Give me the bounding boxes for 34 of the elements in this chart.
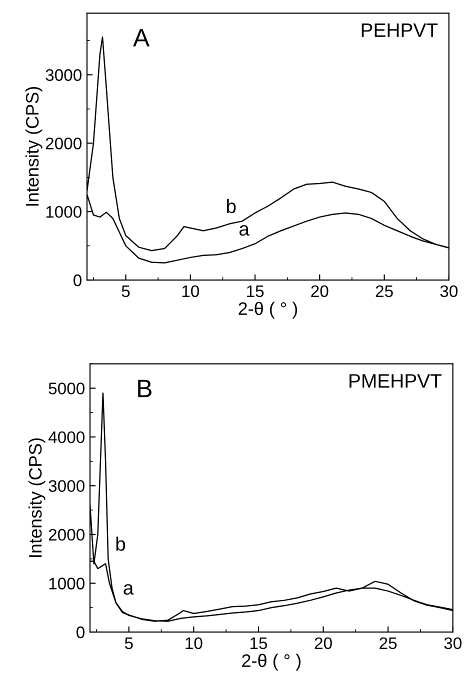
y-tick-label: 1000 (46, 206, 82, 218)
y-tick-label: 4000 (48, 431, 85, 444)
y-tick-label: 0 (76, 626, 85, 638)
x-tick-label: 30 (440, 285, 458, 298)
x-tick-label: 25 (376, 285, 393, 298)
y-tick-label: 2000 (46, 138, 82, 150)
annotation: b (226, 198, 236, 214)
x-tick-label: 30 (444, 637, 462, 650)
y-tick-label: 0 (74, 274, 82, 286)
annotation: B (138, 380, 152, 398)
y-axis-title: Intensity (CPS) (28, 438, 46, 557)
x-tick-label: 5 (122, 285, 130, 298)
x-tick-label: 15 (247, 285, 264, 298)
x-tick-label: 20 (314, 637, 332, 650)
x-tick-label: 15 (250, 637, 268, 650)
x-axis-title: 2-θ ( ° ) (242, 654, 301, 671)
annotation: a (239, 225, 250, 236)
x-tick-label: 10 (186, 637, 202, 650)
y-tick-label: 1000 (49, 578, 85, 590)
x-tick-label: 10 (182, 285, 200, 298)
x-axis-title: 2-θ ( ° ) (238, 302, 298, 319)
annotation: b (116, 536, 126, 551)
annotation: a (124, 584, 134, 595)
chart-title: PMEHPVT (350, 374, 442, 388)
y-axis-title: Intensity (CPS) (25, 87, 42, 206)
x-tick-label: 25 (380, 637, 397, 650)
x-tick-label: 5 (124, 637, 133, 650)
y-tick-label: 5000 (48, 382, 85, 394)
y-tick-label: 3000 (48, 480, 85, 492)
y-tick-label: 2000 (48, 528, 85, 541)
x-tick-label: 20 (311, 285, 328, 298)
chart-title: PEHPVT (362, 24, 438, 37)
annotation: A (133, 29, 150, 46)
y-tick-label: 3000 (46, 69, 82, 81)
